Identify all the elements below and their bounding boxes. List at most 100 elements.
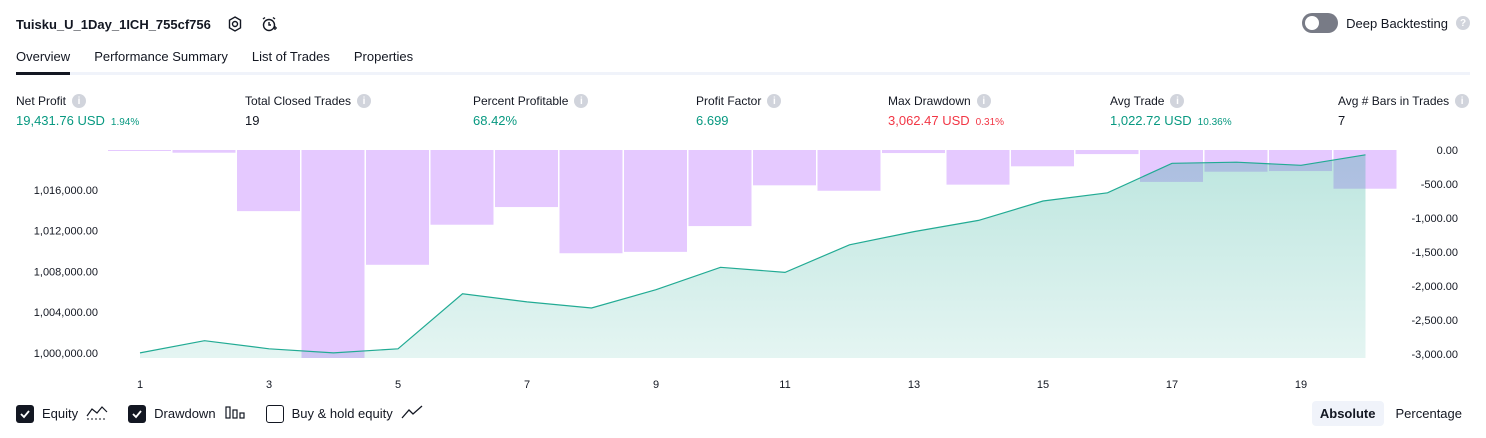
metric-label: Net Profit	[16, 94, 67, 108]
help-icon[interactable]: ?	[1456, 16, 1470, 30]
drawdown-bar	[882, 150, 945, 154]
tab-list-of-trades[interactable]: List of Trades	[251, 49, 330, 64]
chart-legend: Equity Drawdown Buy & hold equity	[16, 404, 423, 423]
checkbox-drawdown[interactable]	[128, 404, 147, 423]
right-axis-tick-label: -2,500.00	[1412, 315, 1458, 327]
legend-drawdown[interactable]: Drawdown	[128, 404, 245, 423]
drawdown-bar	[559, 150, 623, 254]
left-axis-tick-label: 1,012,000.00	[34, 226, 98, 238]
x-axis-tick-label: 15	[1037, 379, 1049, 391]
info-icon[interactable]: i	[976, 94, 991, 108]
x-axis-tick-label: 3	[266, 379, 272, 391]
metric-value: 7	[1338, 113, 1346, 128]
drawdown-bar	[237, 150, 300, 212]
right-axis-tick-label: 0.00	[1437, 145, 1458, 157]
x-axis-tick-label: 5	[395, 379, 401, 391]
x-axis-tick-label: 11	[779, 379, 790, 391]
metric-label: Avg Trade	[1110, 94, 1165, 108]
metric-max-drawdown: Max Drawdown i 3,062.47 USD 0.31%	[888, 94, 1004, 128]
metric-percent: 0.31%	[975, 117, 1005, 128]
info-icon[interactable]: i	[72, 94, 87, 108]
absolute-button[interactable]: Absolute	[1311, 401, 1384, 426]
drawdown-bar	[495, 150, 558, 208]
deep-backtesting: Deep Backtesting ?	[1302, 13, 1470, 33]
drawdown-bar	[753, 150, 816, 186]
left-axis-tick-label: 1,004,000.00	[34, 307, 98, 319]
metric-label: Percent Profitable	[473, 94, 569, 108]
drawdown-bars-icon	[224, 404, 246, 423]
value-mode-toggle: Absolute Percentage	[1311, 401, 1470, 426]
legend-label: Buy & hold equity	[291, 406, 393, 421]
strategy-title: Tuisku_U_1Day_1ICH_755cf756	[16, 16, 211, 32]
drawdown-bar	[366, 150, 429, 265]
legend-label: Drawdown	[154, 406, 216, 421]
metric-label: Profit Factor	[696, 94, 762, 108]
metric-avg-bars-in-trades: Avg # Bars in Trades i 7	[1338, 94, 1470, 128]
metric-value: 68.42%	[473, 113, 518, 128]
drawdown-bar	[817, 150, 881, 191]
equity-drawdown-chart[interactable]: 1,000,000.00 1,004,000.00 1,008,000.00 1,01…	[0, 138, 1486, 394]
drawdown-bar	[624, 150, 687, 252]
drawdown-bar	[1011, 150, 1074, 167]
left-axis-tick-label: 1,008,000.00	[34, 266, 98, 278]
metric-total-closed-trades: Total Closed Trades i 19	[245, 94, 372, 128]
x-axis-tick-label: 19	[1295, 379, 1307, 391]
metric-percent: 10.36%	[1197, 117, 1232, 128]
x-axis-tick-label: 17	[1166, 379, 1178, 391]
info-icon[interactable]: i	[1455, 94, 1470, 108]
metric-profit-factor: Profit Factor i 6.699	[696, 94, 782, 128]
left-axis-tick-label: 1,000,000.00	[34, 348, 98, 360]
drawdown-bar	[301, 150, 365, 358]
info-icon[interactable]: i	[357, 94, 372, 108]
tab-properties[interactable]: Properties	[353, 49, 414, 64]
buy-hold-line-icon	[401, 404, 423, 423]
drawdown-bar	[688, 150, 752, 227]
right-axis-tick-label: -2,000.00	[1412, 281, 1458, 293]
x-axis-tick-label: 13	[908, 379, 920, 391]
metric-percent: 1.94%	[110, 117, 140, 128]
deep-backtesting-toggle[interactable]	[1302, 13, 1339, 33]
metric-value: 19	[245, 113, 260, 128]
drawdown-bar	[430, 150, 494, 225]
legend-label: Equity	[42, 406, 79, 421]
metric-value: 3,062.47 USD	[888, 113, 970, 128]
metric-value: 1,022.72 USD	[1110, 113, 1192, 128]
metric-avg-trade: Avg Trade i 1,022.72 USD 10.36%	[1110, 94, 1232, 128]
strategy-header: Tuisku_U_1Day_1ICH_755cf756	[16, 12, 279, 36]
metrics-row: Net Profit i 19,431.76 USD 1.94% Total Clo…	[0, 94, 1486, 130]
right-axis-tick-label: -1,000.00	[1412, 213, 1458, 225]
right-axis-tick-label: -3,000.00	[1412, 349, 1458, 361]
x-axis-tick-label: 7	[524, 379, 530, 391]
legend-buy-hold[interactable]: Buy & hold equity	[265, 404, 423, 423]
tab-bar: Overview Performance Summary List of Tra…	[16, 42, 1470, 75]
drawdown-bar	[108, 150, 171, 151]
alarm-clock-icon[interactable]	[259, 14, 279, 34]
checkbox-buy-hold[interactable]	[265, 404, 284, 423]
metric-percent-profitable: Percent Profitable i 68.42%	[473, 94, 589, 128]
x-axis-tick-label: 9	[653, 379, 659, 391]
drawdown-bar	[946, 150, 1010, 185]
right-axis-tick-label: -500.00	[1421, 179, 1458, 191]
left-axis-tick-label: 1,016,000.00	[34, 185, 98, 197]
info-icon[interactable]: i	[1170, 94, 1185, 108]
metric-label: Avg # Bars in Trades	[1338, 94, 1450, 108]
tab-performance-summary[interactable]: Performance Summary	[94, 49, 228, 64]
percentage-button[interactable]: Percentage	[1395, 406, 1463, 421]
metric-label: Total Closed Trades	[245, 94, 352, 108]
equity-area-icon	[86, 404, 108, 423]
legend-equity[interactable]: Equity	[16, 404, 108, 423]
tab-overview[interactable]: Overview	[16, 42, 71, 75]
metric-net-profit: Net Profit i 19,431.76 USD 1.94%	[16, 94, 139, 128]
info-icon[interactable]: i	[767, 94, 782, 108]
info-icon[interactable]: i	[574, 94, 589, 108]
metric-label: Max Drawdown	[888, 94, 971, 108]
metric-value: 6.699	[696, 113, 729, 128]
metric-value: 19,431.76 USD	[16, 113, 105, 128]
equity-area	[140, 154, 1366, 358]
deep-backtesting-label: Deep Backtesting	[1346, 15, 1448, 31]
checkbox-equity[interactable]	[16, 404, 34, 423]
right-axis-tick-label: -1,500.00	[1412, 247, 1458, 259]
drawdown-bar	[172, 150, 236, 153]
x-axis-tick-label: 1	[137, 379, 143, 391]
settings-icon[interactable]	[225, 14, 245, 34]
